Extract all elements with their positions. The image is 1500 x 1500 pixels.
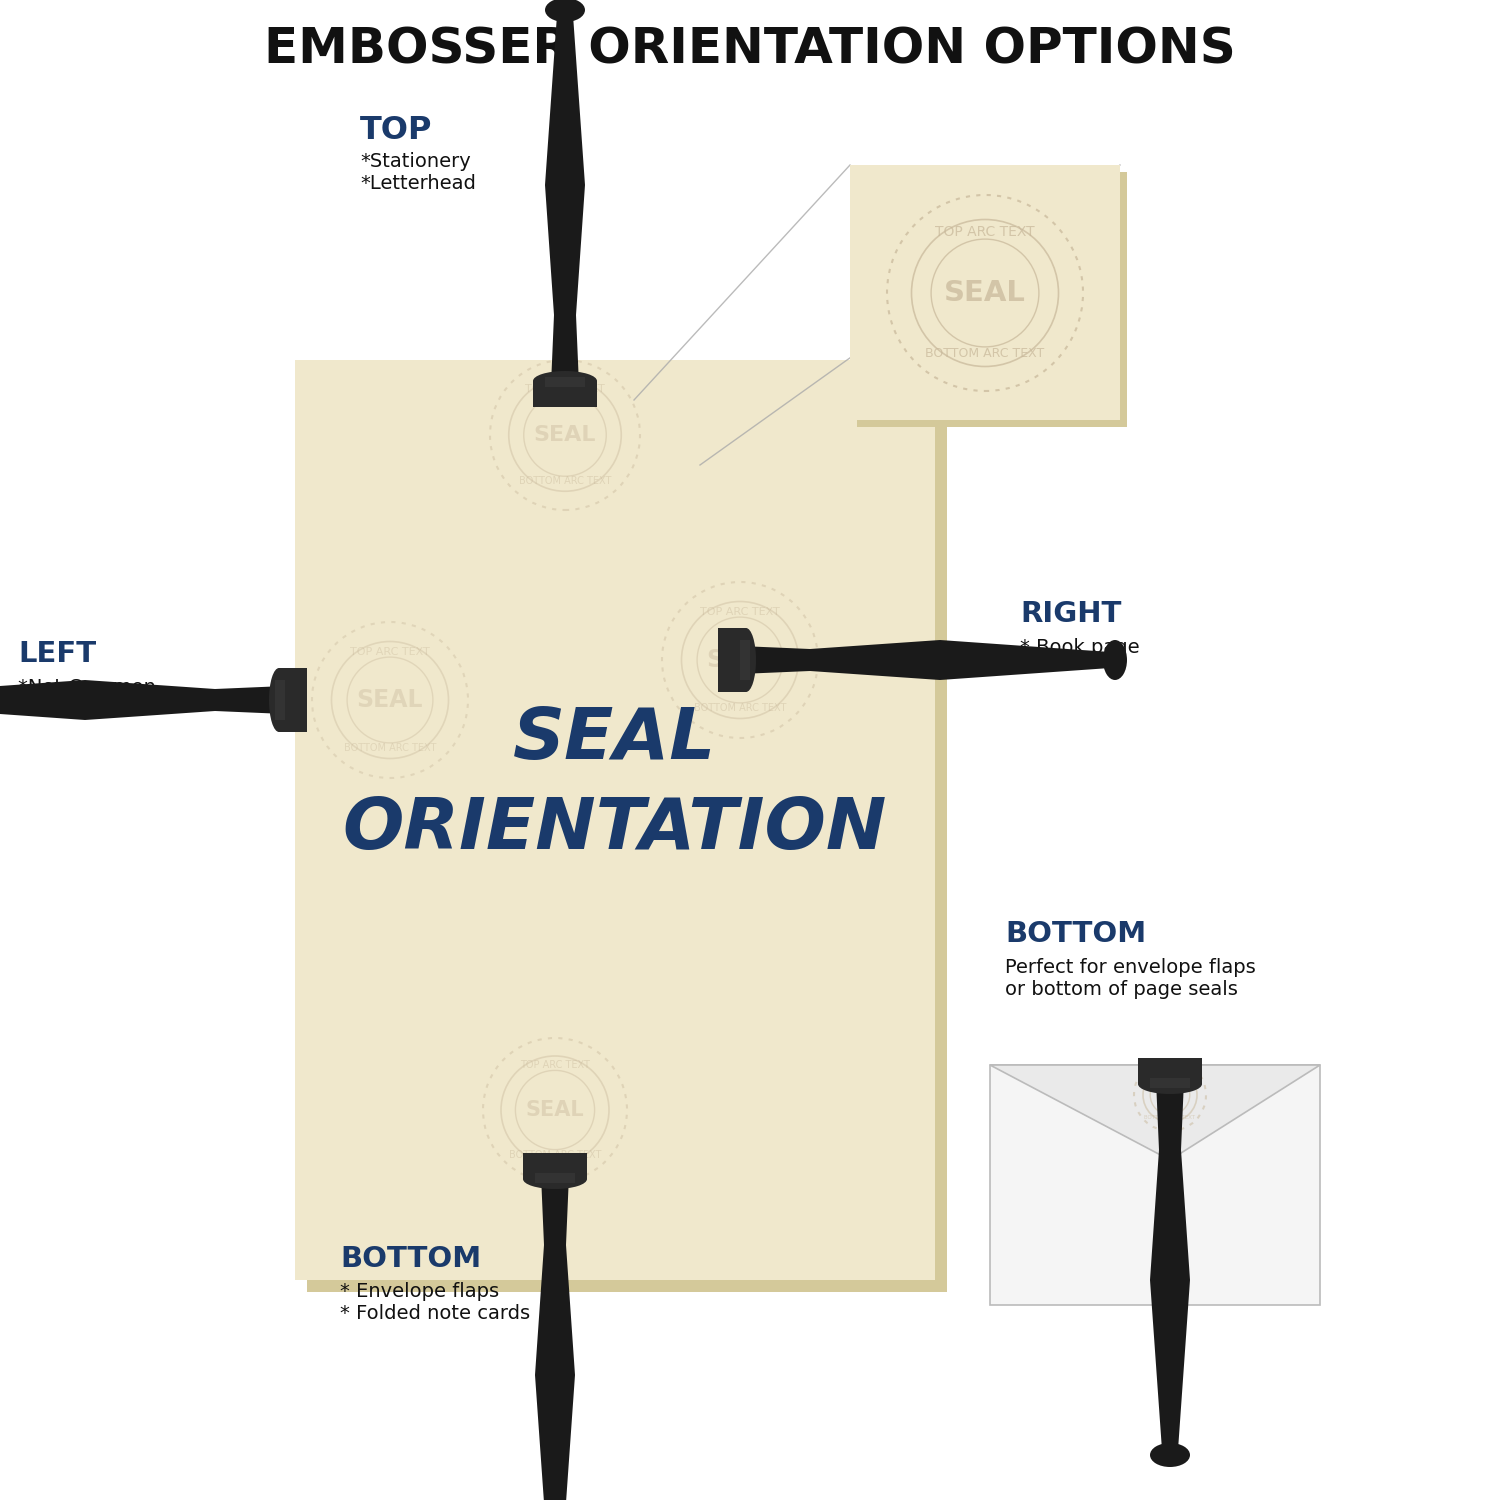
Text: BOTTOM ARC TEXT: BOTTOM ARC TEXT: [694, 704, 786, 714]
Text: SEAL: SEAL: [525, 1100, 585, 1120]
Bar: [544, 376, 585, 387]
Bar: [532, 381, 597, 406]
Text: TOP ARC TEXT: TOP ARC TEXT: [520, 1060, 590, 1071]
Bar: [536, 1173, 574, 1184]
Bar: [990, 1065, 1320, 1305]
Bar: [524, 1154, 586, 1179]
Text: TOP ARC TEXT: TOP ARC TEXT: [525, 384, 605, 393]
Polygon shape: [1150, 1080, 1190, 1450]
Ellipse shape: [736, 628, 756, 692]
Text: LEFT: LEFT: [18, 640, 96, 668]
Text: *Not Common: *Not Common: [18, 678, 156, 698]
Polygon shape: [740, 640, 1110, 680]
Text: *Stationery
*Letterhead: *Stationery *Letterhead: [360, 152, 476, 194]
Text: TOP ARC TEXT: TOP ARC TEXT: [350, 646, 430, 657]
Bar: [1150, 1078, 1190, 1088]
Text: Perfect for envelope flaps
or bottom of page seals: Perfect for envelope flaps or bottom of …: [1005, 958, 1256, 999]
Ellipse shape: [1150, 1443, 1190, 1467]
Bar: [274, 680, 285, 720]
Text: TOP ARC TEXT: TOP ARC TEXT: [700, 606, 780, 616]
Bar: [718, 628, 746, 692]
Text: BOTTOM ARC TEXT: BOTTOM ARC TEXT: [344, 744, 436, 753]
Bar: [740, 640, 750, 680]
Bar: [296, 360, 934, 1280]
Text: TOP: TOP: [360, 116, 432, 146]
Ellipse shape: [1102, 640, 1126, 680]
Ellipse shape: [1138, 1074, 1202, 1094]
Text: RIGHT: RIGHT: [1020, 600, 1122, 628]
Bar: [308, 372, 947, 1292]
Text: SEAL: SEAL: [513, 705, 717, 774]
Text: BOTTOM: BOTTOM: [1005, 920, 1146, 948]
Text: BOTTOM ARC TEXT: BOTTOM ARC TEXT: [1144, 1114, 1196, 1120]
Text: TOP ARC TEXT: TOP ARC TEXT: [1150, 1070, 1190, 1076]
Bar: [1138, 1058, 1202, 1084]
Polygon shape: [536, 1174, 574, 1500]
Text: SEAL: SEAL: [1156, 1090, 1184, 1100]
Ellipse shape: [544, 0, 585, 22]
Text: SEAL: SEAL: [357, 688, 423, 712]
Ellipse shape: [532, 370, 597, 392]
Text: SEAL: SEAL: [944, 279, 1026, 308]
Polygon shape: [990, 1065, 1320, 1160]
Polygon shape: [544, 15, 585, 386]
Text: SEAL: SEAL: [706, 648, 774, 672]
Ellipse shape: [268, 668, 290, 732]
Text: BOTTOM ARC TEXT: BOTTOM ARC TEXT: [519, 477, 610, 486]
Text: EMBOSSER ORIENTATION OPTIONS: EMBOSSER ORIENTATION OPTIONS: [264, 26, 1236, 74]
Bar: [850, 165, 1120, 420]
Text: * Envelope flaps
* Folded note cards: * Envelope flaps * Folded note cards: [340, 1282, 530, 1323]
Bar: [856, 172, 1126, 428]
Text: BOTTOM: BOTTOM: [340, 1245, 482, 1274]
Bar: [279, 668, 308, 732]
Text: BOTTOM ARC TEXT: BOTTOM ARC TEXT: [509, 1149, 602, 1160]
Text: * Book page: * Book page: [1020, 638, 1140, 657]
Text: ORIENTATION: ORIENTATION: [344, 795, 886, 864]
Text: BOTTOM ARC TEXT: BOTTOM ARC TEXT: [926, 348, 1044, 360]
Text: TOP ARC TEXT: TOP ARC TEXT: [934, 225, 1035, 238]
Polygon shape: [0, 680, 285, 720]
Ellipse shape: [524, 1168, 586, 1190]
Text: SEAL: SEAL: [534, 424, 596, 445]
